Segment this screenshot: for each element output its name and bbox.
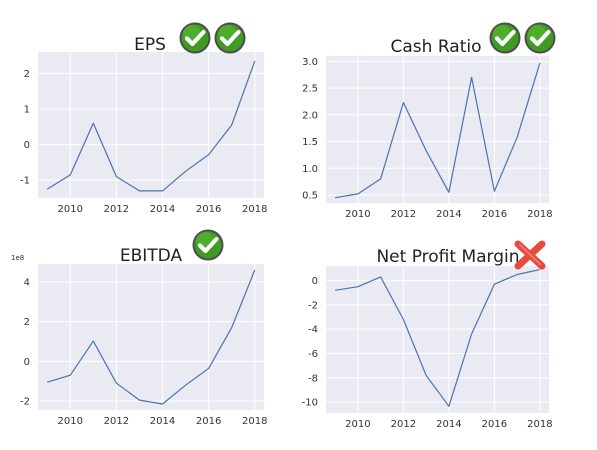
y-tick-label: 3.0: [302, 57, 318, 68]
y-tick-label: 1.0: [302, 164, 318, 175]
y-tick-label: -2: [20, 397, 30, 408]
series-line: [335, 269, 541, 407]
chart-panel: 2010 2012 2014 2016 2018 -10 -8 -6 -4 -2 0 Net Prof…: [302, 240, 553, 430]
x-tick-label: 2016: [196, 204, 221, 215]
y-tick-label: 2.5: [302, 84, 318, 95]
x-tick-label: 2018: [527, 209, 552, 220]
chart-title: Net Profit Margin: [376, 247, 519, 267]
check-icon: [179, 22, 211, 54]
x-tick-label: 2010: [58, 416, 83, 427]
chart-panel: 2010 2012 2014 2016 2018 -2 0 2 4 1e8 EBITDA: [11, 229, 268, 427]
y-tick-label: 0: [312, 276, 318, 287]
chart-title: EPS: [134, 35, 166, 55]
chart-panel: 2010 2012 2014 2016 2018 -1 0 1 2 EPS: [20, 22, 268, 215]
x-tick-label: 2010: [345, 419, 370, 430]
y-tick-label: -4: [308, 325, 318, 336]
x-tick-label: 2012: [104, 416, 129, 427]
y-tick-label: 0: [24, 357, 30, 368]
x-tick-label: 2016: [482, 419, 507, 430]
plot-area: [326, 266, 549, 413]
x-tick-label: 2012: [391, 209, 416, 220]
y-tick-label: -6: [308, 349, 318, 360]
x-tick-label: 2012: [104, 204, 129, 215]
y-tick-label: -2: [308, 300, 318, 311]
plot-area: [38, 52, 264, 198]
plot-area: [38, 264, 264, 410]
x-tick-label: 2018: [242, 204, 267, 215]
check-icon: [214, 22, 246, 54]
y-tick-label: 0.5: [302, 190, 318, 201]
y-tick-label: 0: [24, 140, 30, 151]
x-tick-label: 2018: [527, 419, 552, 430]
y-tick-label: -10: [302, 398, 318, 409]
plot-area: [326, 56, 549, 203]
series-line: [47, 269, 256, 405]
y-tick-label: 1.5: [302, 137, 318, 148]
y-multiplier-label: 1e8: [11, 254, 24, 262]
y-tick-label: -8: [308, 373, 318, 384]
y-tick-label: 2.0: [302, 110, 318, 121]
y-tick-label: 2: [24, 317, 30, 328]
x-tick-label: 2016: [196, 416, 221, 427]
cross-icon: [514, 240, 546, 270]
x-tick-label: 2016: [482, 209, 507, 220]
x-tick-label: 2010: [58, 204, 83, 215]
x-tick-label: 2014: [150, 416, 175, 427]
x-tick-label: 2014: [436, 209, 461, 220]
x-tick-label: 2010: [345, 209, 370, 220]
y-tick-label: 4: [24, 277, 30, 288]
chart-panel: 2010 2012 2014 2016 2018 0.5 1.0 1.5 2.0 2.5 3.0 Ca…: [302, 22, 556, 220]
check-icon: [524, 22, 556, 54]
chart-title: EBITDA: [120, 246, 183, 266]
x-tick-label: 2014: [436, 419, 461, 430]
series-line: [46, 60, 256, 192]
x-tick-label: 2012: [391, 419, 416, 430]
chart-title: Cash Ratio: [391, 37, 482, 57]
y-tick-label: 1: [24, 104, 30, 115]
x-tick-label: 2018: [242, 416, 267, 427]
check-icon: [489, 22, 521, 54]
x-tick-label: 2014: [150, 204, 175, 215]
y-tick-label: -1: [20, 176, 30, 187]
check-icon: [192, 229, 224, 261]
y-tick-label: 2: [24, 69, 30, 80]
series-line: [335, 62, 541, 199]
